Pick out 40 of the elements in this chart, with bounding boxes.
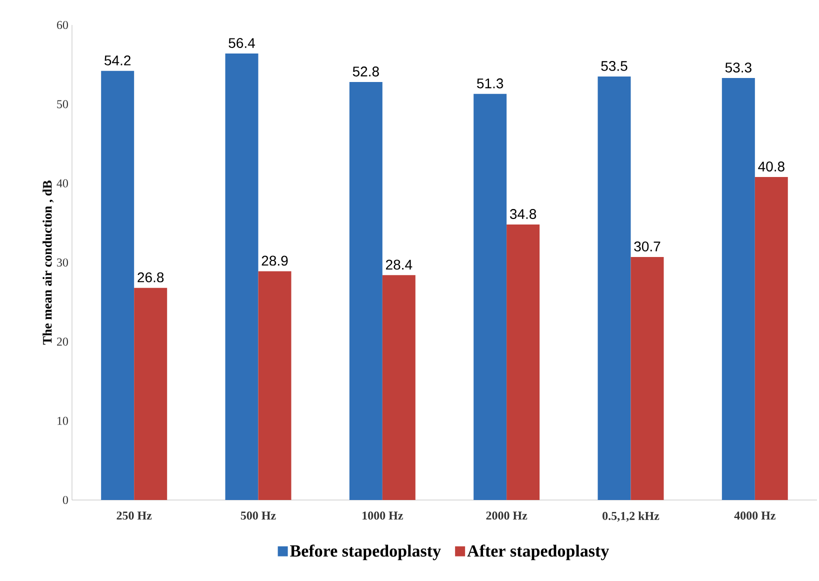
data-label: 56.4	[228, 38, 255, 48]
bar	[382, 275, 416, 500]
bar	[630, 256, 664, 500]
y-tick-label: 0	[62, 496, 68, 504]
data-label: 28.4	[386, 260, 412, 270]
bar	[474, 94, 507, 500]
x-tick-label: 1000 Hz	[362, 512, 403, 520]
y-tick-label: 10	[58, 416, 68, 425]
y-tick-label: 40	[56, 179, 68, 188]
data-label: 30.7	[634, 242, 660, 252]
data-label: 40.8	[758, 162, 784, 172]
x-tick-label: 250 Hz	[116, 512, 152, 520]
x-tick-label: 2000 Hz	[486, 512, 528, 520]
legend-label: Before stapedoplasty	[290, 544, 441, 560]
data-label: 52.8	[352, 66, 379, 76]
bar	[134, 288, 168, 500]
bar	[225, 54, 258, 500]
bar	[754, 177, 788, 500]
y-tick-label: 20	[57, 338, 68, 346]
data-label: 53.3	[725, 62, 752, 73]
data-label: 53.5	[601, 61, 628, 71]
y-axis-title: The mean air conduction , dB	[42, 180, 54, 345]
bar	[722, 78, 755, 500]
y-tick-label: 60	[56, 20, 68, 30]
y-tick-label: 50	[57, 100, 68, 108]
data-label: 34.8	[510, 209, 536, 219]
bar	[101, 70, 134, 500]
x-tick-label: 500 Hz	[240, 512, 276, 520]
bar	[506, 224, 540, 500]
x-tick-label: 4000 Hz	[734, 512, 776, 520]
bar	[349, 82, 382, 500]
x-tick-label: 0.5,1,2 kHz	[602, 512, 660, 522]
bar	[258, 271, 292, 500]
data-label: 51.3	[477, 78, 504, 88]
data-label: 54.2	[104, 55, 131, 66]
bar	[598, 76, 631, 500]
legend-label: After stapedoplasty	[467, 544, 610, 560]
y-tick-label: 30	[57, 258, 68, 267]
data-label: 26.8	[138, 272, 164, 282]
data-label: 28.9	[262, 256, 288, 266]
